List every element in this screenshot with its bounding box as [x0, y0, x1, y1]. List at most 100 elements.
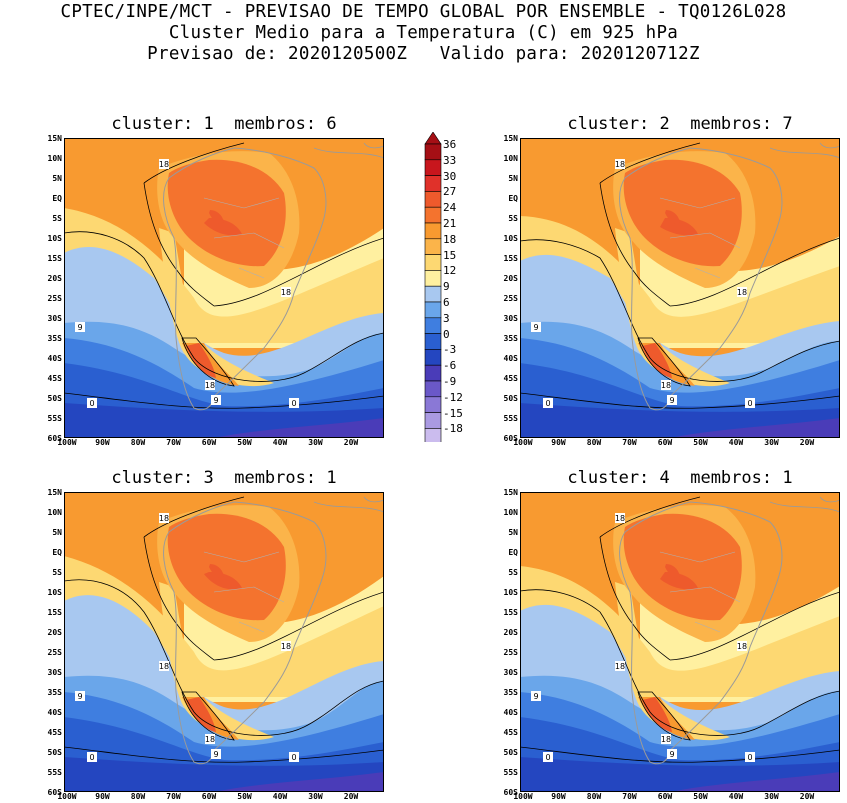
lon-tick-label: 70W [166, 438, 181, 447]
colorbar-level-label: 0 [443, 327, 450, 341]
svg-text:0: 0 [291, 753, 296, 762]
lon-tick-label: 90W [95, 438, 110, 447]
contour-label: 9 [667, 395, 677, 405]
lon-tick-label: 70W [166, 792, 181, 801]
svg-text:18: 18 [615, 514, 625, 523]
lat-tick-label: 15S [47, 254, 62, 263]
contour-label: 18 [159, 661, 169, 671]
contour-label: 9 [211, 395, 221, 405]
colorbar-box [424, 143, 442, 161]
lat-tick-label: 15N [503, 488, 518, 497]
lon-tick-label: 80W [586, 792, 602, 801]
svg-text:0: 0 [89, 399, 94, 408]
lon-tick-label: 70W [622, 438, 637, 447]
lon-tick-label: 40W [728, 438, 744, 447]
header-line-1: CPTEC/INPE/MCT - PREVISAO DE TEMPO GLOBA… [60, 2, 787, 22]
colorbar-level-label: 6 [443, 296, 450, 309]
lat-tick-label: 55S [503, 414, 518, 423]
colorbar-level-label: 27 [443, 185, 457, 199]
panel-title-1: cluster: 1 membros: 6 [111, 114, 337, 134]
lat-tick-label: 30S [503, 314, 518, 323]
lat-tick-label: 5N [52, 528, 62, 537]
contour-label: 9 [75, 322, 85, 332]
lon-tick-label: 40W [728, 792, 744, 801]
colorbar-box [424, 270, 442, 287]
contour-label: 0 [543, 752, 553, 762]
lat-tick-label: 60S [503, 788, 518, 797]
colorbar-level-label: -3 [443, 343, 457, 357]
colorbar-box [424, 238, 442, 255]
contour-label: 18 [205, 380, 215, 390]
lat-tick-label: 20S [47, 274, 62, 283]
lon-tick-label: 40W [272, 438, 288, 447]
lat-tick-label: 25S [503, 294, 518, 303]
lat-tick-label: 15S [503, 254, 518, 263]
svg-text:18: 18 [159, 662, 169, 671]
colorbar-level-label: 33 [443, 153, 457, 167]
lat-tick-label: 45S [503, 374, 518, 383]
lon-tick-label: 20W [799, 438, 815, 447]
lat-tick-label: 5S [52, 214, 62, 223]
svg-text:18: 18 [281, 288, 291, 297]
svg-text:9: 9 [77, 323, 82, 332]
lat-tick-label: EQ [508, 194, 518, 203]
lat-tick-label: 60S [47, 788, 62, 797]
svg-text:0: 0 [89, 753, 94, 762]
contour-label: 18 [615, 513, 625, 523]
colorbar-level-label: 15 [443, 248, 457, 262]
lon-tick-label: 100W [57, 792, 77, 801]
map-panel-3: 18 18 18 9 9 0 0 18 [64, 492, 384, 792]
colorbar-box [424, 428, 442, 442]
lat-tick-label: EQ [52, 194, 62, 203]
lat-tick-label: 45S [47, 374, 62, 383]
map-panel-1: 18 18 18 9 9 0 0 [64, 138, 384, 438]
svg-text:18: 18 [737, 288, 747, 297]
lon-tick-label: 30W [764, 792, 779, 801]
panel-title-4: cluster: 4 membros: 1 [567, 468, 793, 488]
colorbar-level-label: -18 [443, 422, 463, 436]
contour-label: 18 [159, 159, 169, 169]
lat-tick-label: 35S [47, 334, 62, 343]
contour-label: 9 [531, 691, 541, 701]
colorbar-level-label: 30 [443, 169, 457, 183]
lat-tick-label: 50S [47, 394, 62, 403]
lon-tick-label: 100W [513, 438, 533, 447]
colorbar-level-label: 9 [443, 280, 450, 294]
lat-tick-label: 5S [52, 568, 62, 577]
lat-tick-label: 40S [47, 708, 62, 717]
lon-tick-label: 70W [622, 792, 637, 801]
lat-tick-label: 5N [508, 174, 518, 183]
contour-label: 18 [661, 734, 671, 744]
contour-label: 0 [87, 398, 97, 408]
colorbar-box [424, 285, 442, 303]
contour-label: 0 [543, 398, 553, 408]
lat-tick-label: 10N [503, 508, 518, 517]
svg-text:9: 9 [669, 750, 674, 759]
colorbar-box [424, 364, 442, 382]
lat-tick-label: 10N [503, 154, 518, 163]
lat-tick-label: 50S [47, 748, 62, 757]
lon-tick-label: 90W [95, 792, 110, 801]
lon-tick-label: 100W [513, 792, 533, 801]
colorbar-level-label: 21 [443, 217, 457, 230]
lat-tick-label: 20S [503, 628, 518, 637]
contour-label: 9 [211, 749, 221, 759]
lon-tick-label: 60W [657, 792, 673, 801]
lat-tick-label: 45S [503, 728, 518, 737]
lat-tick-label: 15S [503, 608, 518, 617]
lat-tick-label: 5N [52, 174, 62, 183]
colorbar-level-label: -15 [443, 406, 463, 420]
colorbar-box [424, 317, 442, 334]
svg-text:18: 18 [205, 735, 215, 744]
colorbar-box [424, 206, 442, 224]
svg-text:0: 0 [747, 753, 752, 762]
contour-label: 18 [281, 641, 291, 651]
contour-label: 18 [737, 287, 747, 297]
lon-tick-label: 100W [57, 438, 77, 447]
lat-tick-label: 5N [508, 528, 518, 537]
lon-tick-label: 30W [308, 438, 323, 447]
lat-tick-label: 60S [47, 434, 62, 443]
lat-tick-label: 40S [503, 354, 518, 363]
svg-text:9: 9 [533, 323, 538, 332]
lat-tick-label: 55S [47, 414, 62, 423]
